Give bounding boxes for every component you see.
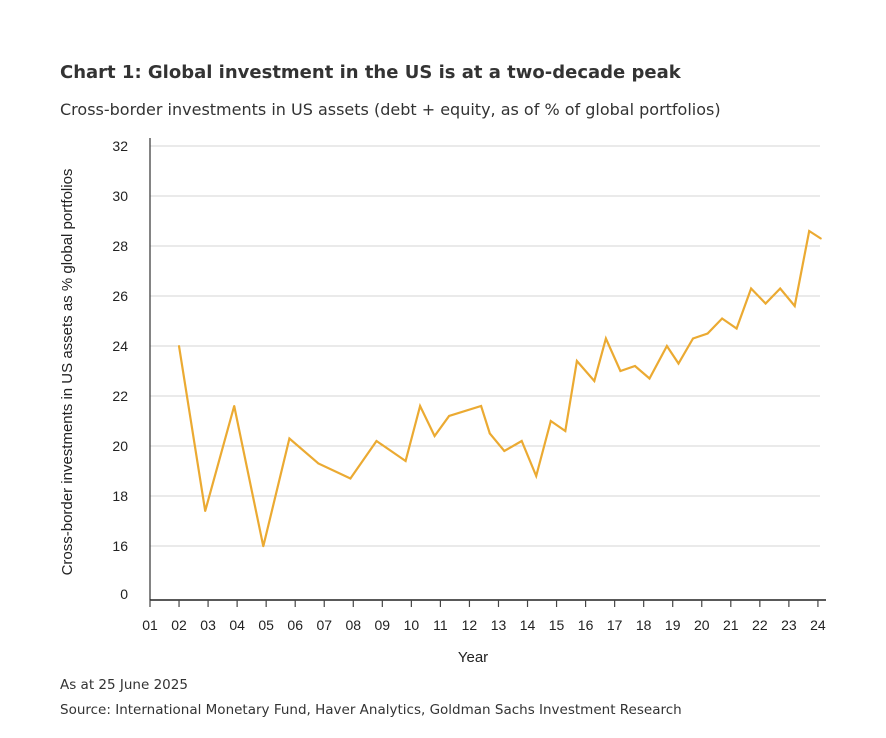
x-tick-label: 12 <box>462 617 478 633</box>
data-point <box>721 317 724 320</box>
data-point <box>549 420 552 422</box>
data-point <box>480 405 483 407</box>
y-tick-label: 30 <box>112 188 128 204</box>
x-tick-label: 02 <box>171 617 187 633</box>
x-tick-label: 09 <box>375 617 391 633</box>
x-tick-label: 17 <box>607 617 623 633</box>
data-point <box>535 475 538 477</box>
chart-subtitle: Cross-border investments in US assets (d… <box>60 100 721 119</box>
series-line <box>177 229 822 547</box>
y-tick-label: 0 <box>120 586 128 602</box>
data-point <box>488 432 491 435</box>
x-tick-label: 11 <box>433 617 448 633</box>
data-point <box>604 337 607 340</box>
x-tick-label: 04 <box>229 617 245 633</box>
data-point <box>575 360 578 362</box>
data-point <box>564 430 567 432</box>
x-tick-label: 08 <box>345 617 361 633</box>
data-point <box>233 405 236 407</box>
x-tick-label: 18 <box>636 617 652 633</box>
y-tick-label: 20 <box>112 438 128 454</box>
x-tick-label: 06 <box>287 617 303 633</box>
data-point <box>433 435 436 437</box>
x-tick-label: 22 <box>752 617 768 633</box>
x-tick-label: 07 <box>316 617 332 633</box>
data-point <box>793 305 796 307</box>
x-axis-label: Year <box>458 649 488 666</box>
data-point <box>692 337 695 340</box>
data-point <box>619 370 622 372</box>
y-tick-label: 28 <box>112 238 128 254</box>
data-point <box>819 237 822 240</box>
data-point <box>349 477 352 480</box>
chart-title: Chart 1: Global investment in the US is … <box>60 62 681 83</box>
y-axis-label: Cross-border investments in US assets as… <box>59 169 76 576</box>
y-tick-label: 26 <box>112 288 128 304</box>
x-tick-label: 10 <box>404 617 420 633</box>
x-tick-label: 15 <box>549 617 565 633</box>
x-tick-label: 16 <box>578 617 594 633</box>
data-point <box>706 332 709 335</box>
data-point <box>520 440 523 442</box>
x-tick-label: 14 <box>520 617 536 633</box>
data-point <box>375 440 378 442</box>
source-note: Source: International Monetary Fund, Hav… <box>60 702 682 718</box>
data-point <box>262 545 265 548</box>
y-tick-label: 16 <box>112 538 128 554</box>
data-point <box>419 405 422 407</box>
data-point <box>204 510 207 512</box>
x-tick-label: 21 <box>723 617 739 633</box>
date-note: As at 25 June 2025 <box>60 677 188 693</box>
data-point <box>750 287 753 290</box>
y-tick-label: 18 <box>112 488 128 504</box>
data-point <box>404 460 407 462</box>
data-point <box>735 327 738 330</box>
data-point <box>178 345 181 347</box>
x-tick-label: 19 <box>665 617 681 633</box>
x-tick-label: 24 <box>810 617 826 633</box>
x-tick-label: 03 <box>200 617 216 633</box>
x-tick-label: 05 <box>258 617 274 633</box>
data-point <box>503 450 506 452</box>
x-tick-label: 23 <box>781 617 797 633</box>
x-tick-label: 20 <box>694 617 710 633</box>
x-tick-label: 13 <box>491 617 507 633</box>
y-tick-label: 32 <box>112 138 128 154</box>
data-point <box>288 437 291 440</box>
data-point <box>648 377 651 380</box>
data-point <box>448 415 451 417</box>
data-point <box>779 287 782 290</box>
data-point <box>764 302 767 305</box>
x-tick-label: 01 <box>142 617 158 633</box>
data-point <box>633 365 636 367</box>
data-point <box>317 462 320 465</box>
data-point <box>593 380 596 382</box>
data-point <box>808 230 811 232</box>
data-point <box>677 362 680 365</box>
y-tick-label: 24 <box>112 338 128 354</box>
y-tick-label: 22 <box>112 388 128 404</box>
data-point <box>665 345 668 347</box>
